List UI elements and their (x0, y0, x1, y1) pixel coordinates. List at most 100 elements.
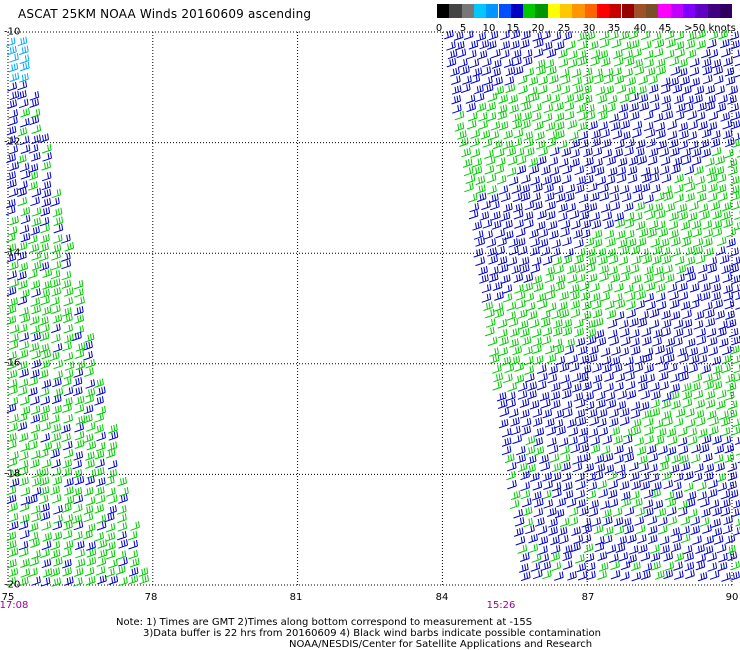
wind-barb (629, 328, 640, 339)
wind-barb (510, 490, 521, 501)
wind-barb (716, 102, 727, 113)
wind-barb (598, 255, 608, 266)
wind-barb (661, 319, 672, 329)
wind-barb (107, 505, 117, 515)
wind-barb (6, 540, 17, 550)
wind-barb (627, 174, 638, 184)
wind-barb (669, 299, 680, 309)
wind-barb (669, 390, 680, 401)
wind-barb (486, 173, 497, 184)
wind-barb (512, 345, 522, 356)
wind-barb (458, 58, 468, 68)
wind-barb (638, 382, 648, 392)
wind-barb (726, 318, 737, 329)
wind-barb (514, 219, 524, 229)
wind-barb (486, 112, 497, 122)
wind-barb (451, 75, 461, 85)
wind-barb (690, 525, 700, 536)
wind-barb (96, 557, 107, 567)
wind-barb (562, 255, 573, 265)
wind-barb (655, 58, 666, 68)
wind-barb (608, 498, 619, 508)
wind-barb (694, 409, 705, 420)
wind-barb (506, 167, 517, 177)
wind-barb (663, 264, 673, 275)
wind-barb (53, 505, 63, 515)
wind-barb (578, 193, 589, 204)
wind-barb (647, 534, 658, 545)
wind-barb (94, 413, 104, 423)
wind-barb (725, 534, 736, 544)
wind-barb (648, 453, 658, 463)
wind-barb (85, 575, 96, 586)
wind-barb (603, 67, 614, 78)
wind-barb (542, 112, 553, 123)
wind-barb (8, 422, 18, 433)
wind-barb (548, 526, 558, 536)
wind-barb (500, 192, 511, 203)
wind-barb (18, 466, 29, 476)
wind-barb (696, 328, 706, 338)
wind-barb (640, 480, 650, 491)
wind-barb (632, 128, 642, 139)
wind-barb (9, 333, 19, 343)
wind-barb (29, 243, 40, 253)
wind-barb (712, 364, 723, 375)
wind-barb (50, 567, 60, 577)
wind-barb (730, 345, 740, 355)
wind-barb (715, 246, 726, 256)
wind-barb (19, 306, 29, 317)
wind-barb (31, 359, 41, 369)
wind-barb (472, 157, 482, 168)
wind-barb (610, 569, 621, 580)
wind-barb (594, 535, 605, 546)
wind-barb (481, 283, 492, 294)
wind-barb (31, 217, 41, 227)
wind-barb (731, 335, 740, 346)
wind-barb (539, 454, 549, 464)
wind-barb (671, 237, 681, 247)
wind-barb (610, 356, 621, 366)
wind-barb (614, 525, 625, 536)
wind-barb (53, 359, 63, 370)
wind-barb (73, 577, 83, 587)
wind-barb (117, 522, 128, 532)
wind-barb (558, 157, 569, 168)
wind-barb (667, 363, 678, 373)
wind-barb (702, 65, 713, 76)
wind-barb (538, 372, 548, 383)
wind-barb (561, 147, 572, 157)
wind-barb (464, 182, 474, 193)
wind-barb (42, 268, 53, 278)
wind-barb (5, 37, 16, 47)
wind-barb (52, 234, 63, 244)
wind-barb (476, 32, 487, 42)
wind-barb (697, 428, 708, 438)
wind-barb (17, 360, 28, 371)
wind-barb (516, 454, 526, 464)
wind-barb (678, 58, 688, 68)
wind-barb (593, 524, 604, 535)
wind-barb (685, 338, 696, 348)
wind-barb (473, 248, 484, 258)
wind-barb (8, 109, 18, 119)
wind-barb (30, 196, 40, 207)
wind-barb (615, 372, 625, 383)
wind-barbs (5, 29, 740, 587)
wind-barb (569, 283, 580, 294)
wind-barb (538, 238, 549, 248)
wind-barb (444, 29, 454, 40)
wind-barb (685, 408, 695, 418)
wind-barb (562, 560, 573, 570)
wind-barb (732, 139, 740, 148)
wind-barb (604, 372, 614, 382)
wind-barb (685, 256, 696, 266)
wind-barb (468, 40, 479, 50)
wind-barb (687, 435, 698, 446)
wind-barb (624, 364, 634, 374)
wind-barb (499, 407, 510, 417)
wind-barb (547, 507, 557, 517)
wind-barb (532, 103, 542, 113)
wind-barb (619, 245, 630, 256)
wind-barb (696, 481, 707, 492)
